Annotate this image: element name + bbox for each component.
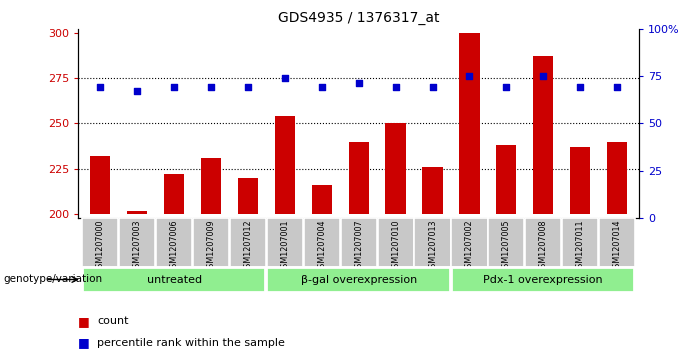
Bar [488,218,524,267]
Point [464,73,475,79]
Point [353,81,364,86]
Point [95,84,106,90]
Point [390,84,401,90]
Bar [570,147,590,214]
Text: GSM1207009: GSM1207009 [207,220,216,273]
Bar [82,218,118,267]
Text: genotype/variation: genotype/variation [3,274,103,284]
Point [132,88,143,94]
Text: GSM1207004: GSM1207004 [318,220,326,273]
Text: β-gal overexpression: β-gal overexpression [301,274,417,285]
Bar [599,218,635,267]
Text: GSM1207012: GSM1207012 [243,220,252,273]
Bar [422,167,443,214]
Point [575,84,585,90]
Bar [562,218,598,267]
Bar [452,218,488,267]
Bar [90,156,110,214]
Bar [451,267,634,292]
Point [205,84,216,90]
Bar [201,158,221,214]
Bar [377,218,413,267]
Text: GSM1207010: GSM1207010 [391,220,400,273]
Text: GSM1207013: GSM1207013 [428,220,437,273]
Bar [119,218,155,267]
Text: count: count [97,316,129,326]
Text: Pdx-1 overexpression: Pdx-1 overexpression [483,274,603,285]
Text: GSM1207000: GSM1207000 [96,220,105,273]
Bar [607,142,627,214]
Bar [349,142,369,214]
Text: GSM1207011: GSM1207011 [576,220,585,273]
Text: untreated: untreated [147,274,202,285]
Text: GSM1207005: GSM1207005 [502,220,511,273]
Text: ■: ■ [78,337,90,350]
Text: ■: ■ [78,315,90,328]
Point [169,84,180,90]
Point [427,84,438,90]
Bar [275,116,295,214]
Text: GSM1207003: GSM1207003 [133,220,141,273]
Text: GSM1207001: GSM1207001 [280,220,290,273]
Bar [311,185,332,214]
Text: GSM1207007: GSM1207007 [354,220,363,273]
Bar [164,174,184,214]
Text: percentile rank within the sample: percentile rank within the sample [97,338,285,348]
Bar [496,145,517,214]
Point [279,75,290,81]
Text: GSM1207008: GSM1207008 [539,220,547,273]
Bar [193,218,229,267]
Bar [82,267,265,292]
Bar [230,218,266,267]
Bar [127,211,148,214]
Bar [386,123,406,214]
Bar [459,33,479,214]
Bar [267,267,450,292]
Bar [525,218,561,267]
Text: GSM1207002: GSM1207002 [465,220,474,273]
Bar [238,178,258,214]
Point [316,84,327,90]
Point [243,84,254,90]
Text: GSM1207006: GSM1207006 [170,220,179,273]
Point [501,84,512,90]
Title: GDS4935 / 1376317_at: GDS4935 / 1376317_at [278,11,439,25]
Bar [533,56,554,214]
Bar [341,218,377,267]
Bar [414,218,451,267]
Point [538,73,549,79]
Bar [304,218,340,267]
Bar [156,218,192,267]
Bar [267,218,303,267]
Point [611,84,622,90]
Text: GSM1207014: GSM1207014 [613,220,622,273]
